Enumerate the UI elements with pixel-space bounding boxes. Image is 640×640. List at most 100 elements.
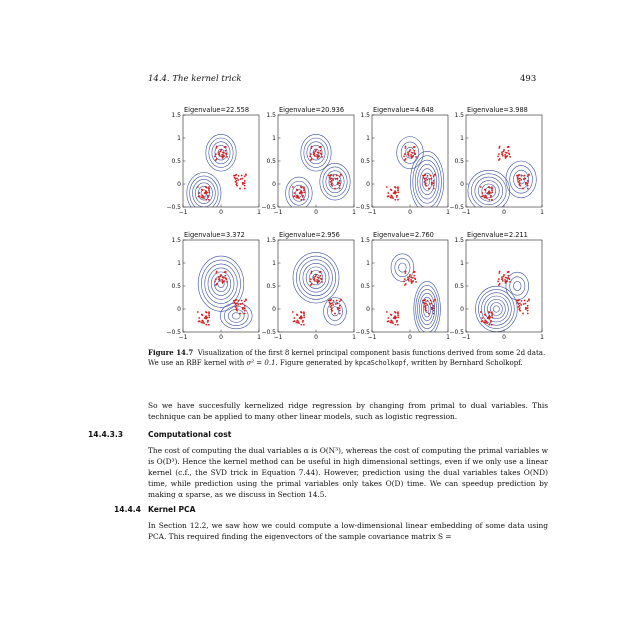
data-point	[516, 301, 519, 304]
data-point	[430, 302, 433, 305]
contour-line	[505, 160, 537, 199]
data-point	[403, 278, 406, 280]
data-point	[330, 179, 333, 182]
data-point	[484, 194, 487, 197]
data-point	[218, 280, 221, 282]
data-point	[522, 303, 525, 305]
data-point	[501, 276, 503, 279]
data-point	[396, 323, 399, 326]
data-point	[226, 155, 228, 158]
contour-line	[189, 175, 219, 207]
data-point	[315, 274, 317, 276]
data-point	[517, 174, 520, 177]
data-point	[234, 178, 237, 180]
contour-line	[205, 134, 237, 172]
y-tick-label: 0	[366, 306, 370, 313]
data-point	[243, 184, 246, 187]
data-point	[526, 300, 529, 303]
data-point	[522, 312, 524, 315]
data-point	[430, 183, 433, 186]
data-point	[303, 191, 306, 194]
data-point	[407, 153, 409, 156]
data-point	[395, 196, 398, 198]
data-point	[300, 323, 303, 326]
data-point	[237, 299, 240, 302]
data-point	[501, 278, 503, 281]
data-point	[208, 189, 210, 192]
y-tick-label: 1	[366, 260, 370, 267]
data-point	[236, 302, 238, 305]
data-point	[497, 153, 500, 155]
data-point	[524, 306, 527, 309]
data-point	[509, 155, 511, 158]
data-point	[314, 275, 317, 278]
data-point	[313, 151, 315, 154]
data-point	[226, 280, 228, 283]
data-point	[299, 186, 302, 188]
data-point	[317, 280, 320, 283]
caption-text-1: Visualization of the first 8 kernel prin…	[148, 349, 546, 367]
data-point	[293, 192, 296, 194]
data-point	[424, 307, 427, 310]
data-point	[432, 312, 435, 315]
contour-line	[419, 168, 435, 196]
section-number-kernel-pca: 14.4.4	[114, 505, 141, 514]
contour-line	[288, 180, 310, 206]
data-point	[397, 186, 399, 189]
data-point	[204, 311, 207, 313]
data-point	[409, 149, 411, 151]
data-point	[423, 174, 426, 177]
data-point	[498, 147, 501, 149]
data-point	[491, 189, 493, 192]
contour-line	[210, 271, 232, 296]
data-point	[314, 150, 317, 153]
contour-line	[487, 298, 506, 320]
data-point	[526, 312, 529, 315]
data-point	[330, 182, 333, 185]
y-tick-label: 1.5	[454, 237, 464, 244]
data-point	[320, 153, 323, 156]
data-point	[498, 145, 501, 148]
data-point	[310, 272, 313, 274]
data-point	[241, 181, 244, 184]
data-point	[223, 276, 225, 279]
data-point	[491, 191, 494, 194]
data-point	[389, 321, 392, 324]
x-tick-label: −1	[368, 209, 377, 216]
data-point	[490, 198, 493, 201]
data-point	[196, 311, 199, 313]
data-point	[241, 308, 244, 311]
data-point	[423, 178, 426, 180]
data-point	[404, 270, 407, 273]
data-point	[318, 276, 320, 279]
data-point	[524, 183, 527, 186]
data-point	[234, 299, 237, 302]
plot-area	[186, 134, 247, 207]
data-point	[225, 153, 228, 156]
contour-line	[474, 176, 504, 205]
data-point	[233, 176, 236, 179]
data-point	[423, 180, 426, 183]
contour-line	[327, 301, 343, 321]
contour-line	[186, 172, 222, 207]
data-point	[390, 314, 393, 317]
contour-line	[319, 163, 351, 201]
data-point	[219, 150, 222, 153]
data-point	[234, 180, 237, 183]
data-point	[404, 272, 407, 274]
data-point	[235, 307, 238, 310]
contour-line	[415, 285, 439, 332]
y-tick-label: 0	[177, 181, 181, 188]
data-point	[408, 150, 411, 153]
contour-line	[419, 292, 435, 326]
data-point	[505, 280, 508, 283]
plot-area	[385, 136, 445, 207]
data-point	[300, 317, 303, 320]
y-tick-label: 0	[460, 181, 464, 188]
data-point	[338, 300, 341, 303]
data-point	[303, 312, 305, 315]
data-point	[243, 175, 246, 178]
data-point	[526, 184, 529, 187]
